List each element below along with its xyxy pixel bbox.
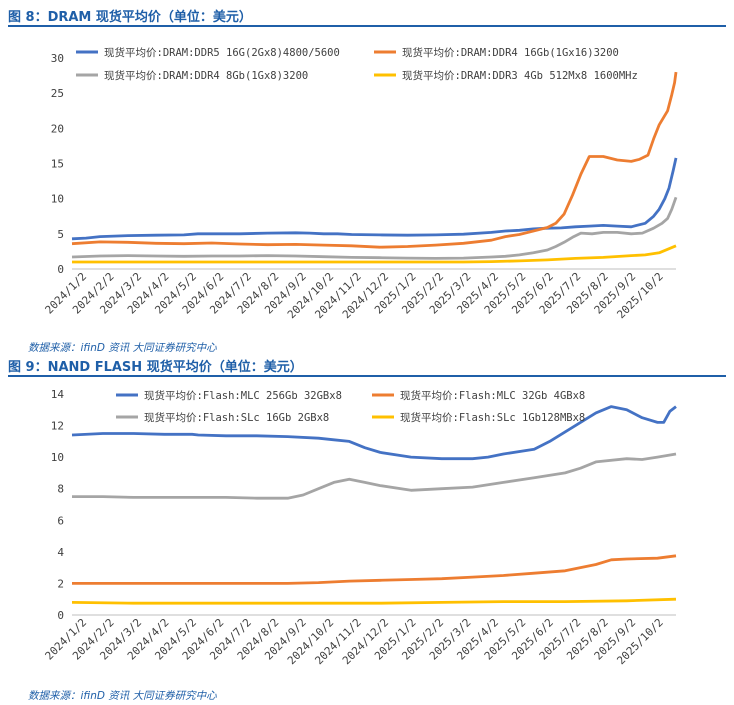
- y-tick-label: 0: [57, 609, 64, 622]
- legend-label-2: 现货平均价:DRAM:DDR4 8Gb(1Gx8)3200: [104, 69, 308, 82]
- y-tick-label: 20: [51, 122, 64, 135]
- figure-8-title-rule: [8, 25, 726, 27]
- y-tick-label: 8: [57, 483, 64, 496]
- y-tick-label: 5: [57, 228, 64, 241]
- figure-8-title: 图 8：DRAM 现货平均价（单位：美元）: [8, 10, 252, 25]
- dram-price-chart: 0510152025302024/1/22024/2/22024/3/22024…: [43, 46, 678, 321]
- y-tick-label: 15: [51, 158, 64, 171]
- legend-label-3: 现货平均价:Flash:SLc 1Gb128MBx8: [400, 411, 585, 424]
- figure-9-title: 图 9：NAND FLASH 现货平均价（单位：美元）: [8, 360, 303, 375]
- y-tick-label: 12: [51, 420, 64, 433]
- figure-9-source: 数据来源：ifinD 资讯 大同证券研究中心: [28, 690, 217, 702]
- legend-label-1: 现货平均价:DRAM:DDR4 16Gb(1Gx16)3200: [402, 46, 619, 59]
- series-line-3: [72, 244, 677, 264]
- y-tick-label: 25: [51, 87, 64, 100]
- nand-flash-price-chart: 024681012142024/1/22024/2/22024/3/22024/…: [43, 388, 677, 667]
- series-line-1: [71, 71, 678, 249]
- series-line-2: [71, 196, 678, 260]
- y-tick-label: 14: [51, 388, 65, 401]
- series-line-2: [72, 452, 677, 500]
- legend-label-3: 现货平均价:DRAM:DDR3 4Gb 512Mx8 1600MHz: [402, 69, 638, 82]
- legend-label-1: 现货平均价:Flash:MLC 32Gb 4GBx8: [400, 389, 585, 402]
- legend-label-0: 现货平均价:DRAM:DDR5 16G(2Gx8)4800/5600: [104, 46, 340, 59]
- legend-label-0: 现货平均价:Flash:MLC 256Gb 32GBx8: [144, 389, 342, 402]
- y-tick-label: 10: [51, 451, 64, 464]
- figure-8-source: 数据来源：ifinD 资讯 大同证券研究中心: [28, 342, 217, 354]
- y-tick-label: 0: [57, 263, 64, 276]
- y-tick-label: 6: [57, 514, 64, 527]
- y-tick-label: 30: [51, 52, 64, 65]
- series-line-0: [71, 157, 678, 241]
- y-tick-label: 10: [51, 193, 64, 206]
- y-tick-label: 2: [57, 577, 64, 590]
- series-line-0: [71, 405, 677, 461]
- series-line-3: [71, 597, 677, 605]
- figure-9-title-rule: [8, 375, 726, 377]
- series-line-1: [72, 554, 677, 585]
- legend-label-2: 现货平均价:Flash:SLc 16Gb 2GBx8: [144, 411, 329, 424]
- y-tick-label: 4: [57, 546, 64, 559]
